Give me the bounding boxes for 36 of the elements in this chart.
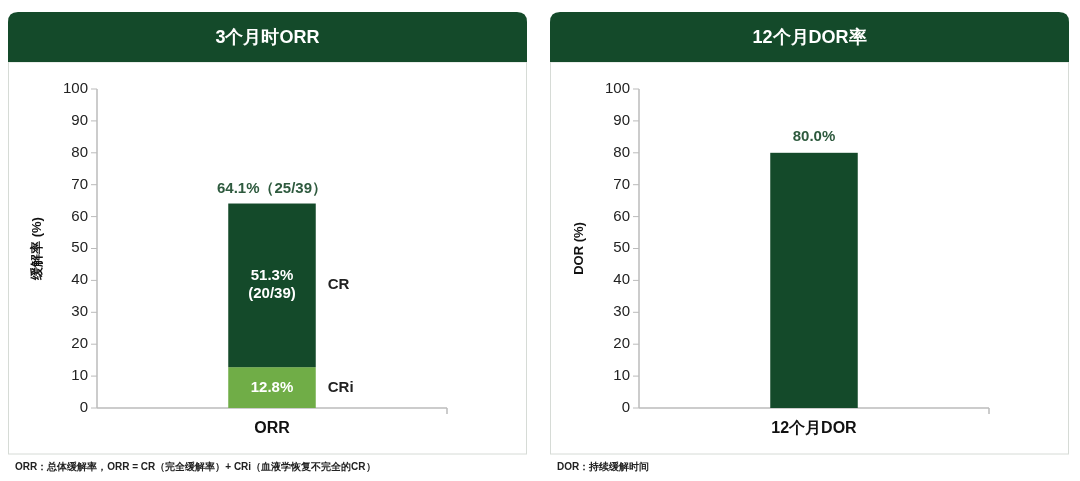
y-tick-label: 100 bbox=[604, 78, 630, 96]
y-tick-label: 90 bbox=[71, 110, 88, 128]
x-tick-label: ORR bbox=[254, 419, 291, 436]
data-label: 80.0% bbox=[792, 126, 836, 144]
y-tick-label: 100 bbox=[62, 78, 88, 96]
y-tick-label: 60 bbox=[613, 206, 630, 224]
y-tick-label: 50 bbox=[613, 238, 630, 256]
y-tick-label: 10 bbox=[71, 366, 88, 384]
y-tick-label: 30 bbox=[71, 302, 88, 320]
y-tick-label: 20 bbox=[71, 334, 88, 352]
text: ORR：总体缓解率，ORR = CR（完全缓解率）+ CRi（血液学恢复不完全的CR） bbox=[15, 461, 376, 472]
series-label: CRi bbox=[327, 377, 354, 395]
y-tick-label: 40 bbox=[71, 270, 88, 288]
total-label: 64.1%（25/39） bbox=[216, 178, 328, 196]
y-tick-label: 50 bbox=[71, 238, 88, 256]
y-tick-label: 70 bbox=[613, 174, 630, 192]
y-tick-label: 40 bbox=[613, 270, 630, 288]
text: DOR：持续缓解时间 bbox=[557, 461, 650, 472]
series-label: CR bbox=[327, 275, 350, 293]
y-tick-label: 60 bbox=[71, 206, 88, 224]
y-tick-label: 70 bbox=[71, 174, 88, 192]
y-axis-title: 缓解率 (%) bbox=[29, 217, 44, 281]
y-tick-label: 20 bbox=[613, 334, 630, 352]
y-tick-label: 10 bbox=[613, 366, 630, 384]
data-label: 12.8% bbox=[250, 377, 294, 395]
chart-title: 12个月DOR率 bbox=[752, 26, 867, 47]
x-tick-label: 12个月DOR bbox=[771, 419, 858, 436]
y-tick-label: 0 bbox=[79, 397, 88, 415]
y-tick-label: 0 bbox=[621, 397, 630, 415]
data-label: 51.3% (20/39) bbox=[248, 266, 296, 302]
y-tick-label: 80 bbox=[71, 142, 88, 160]
y-tick-label: 30 bbox=[613, 302, 630, 320]
y-axis-title: DOR (%) bbox=[571, 222, 586, 275]
chart-title: 3个月时ORR bbox=[215, 26, 320, 47]
y-tick-label: 90 bbox=[613, 110, 630, 128]
y-tick-label: 80 bbox=[613, 142, 630, 160]
